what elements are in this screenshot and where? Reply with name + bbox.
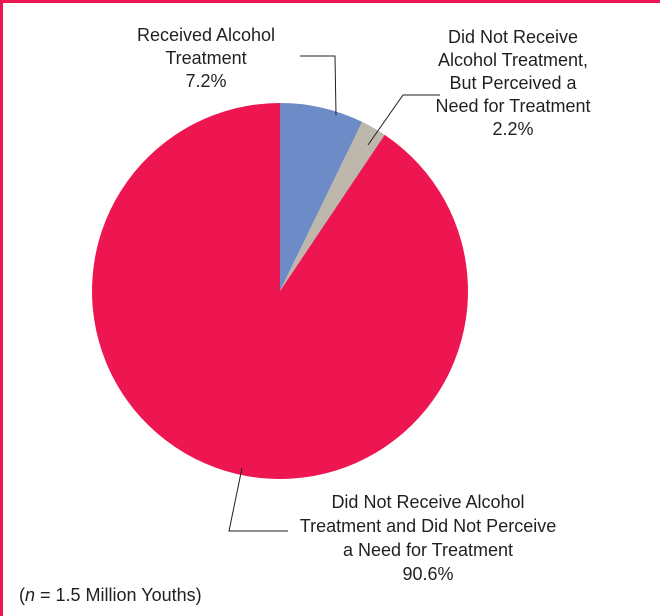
leader-line-2 xyxy=(367,94,440,146)
leader-line-1 xyxy=(300,55,337,116)
pie-slice-3 xyxy=(92,103,469,480)
pie-slice-2 xyxy=(280,121,385,292)
slice-label-2: Did Not Receive Alcohol Treatment, But Per… xyxy=(435,27,590,139)
slice-label-line: Received Alcohol xyxy=(137,25,275,45)
slice-label-line: Treatment and Did Not Perceive xyxy=(300,516,556,536)
slice-value-label-3: 90.6% xyxy=(402,564,453,584)
slice-label-line: a Need for Treatment xyxy=(343,540,513,560)
note-text: = 1.5 Million Youths) xyxy=(35,585,202,605)
slice-label-1: Received Alcohol Treatment 7.2% xyxy=(137,25,275,91)
slice-label-3: Did Not Receive Alcohol Treatment and Did… xyxy=(300,492,556,584)
note-n-symbol: n xyxy=(25,585,36,605)
leader-line-3 xyxy=(228,467,288,532)
slice-label-line: Alcohol Treatment, xyxy=(438,50,588,70)
pie-slice-1 xyxy=(280,103,363,291)
slice-value-label-1: 7.2% xyxy=(185,71,226,91)
slice-value-label-2: 2.2% xyxy=(492,119,533,139)
note-prefix: ( xyxy=(19,585,25,605)
pie-chart: Received Alcohol Treatment 7.2% Did Not Rec… xyxy=(92,25,591,584)
slice-label-line: Did Not Receive Alcohol xyxy=(331,492,524,512)
sample-size-note: (n = 1.5 Million Youths) xyxy=(19,585,202,606)
slice-label-line: Need for Treatment xyxy=(435,96,590,116)
slice-label-line: But Perceived a xyxy=(449,73,577,93)
slice-label-line: Treatment xyxy=(165,48,246,68)
slice-label-line: Did Not Receive xyxy=(448,27,578,47)
